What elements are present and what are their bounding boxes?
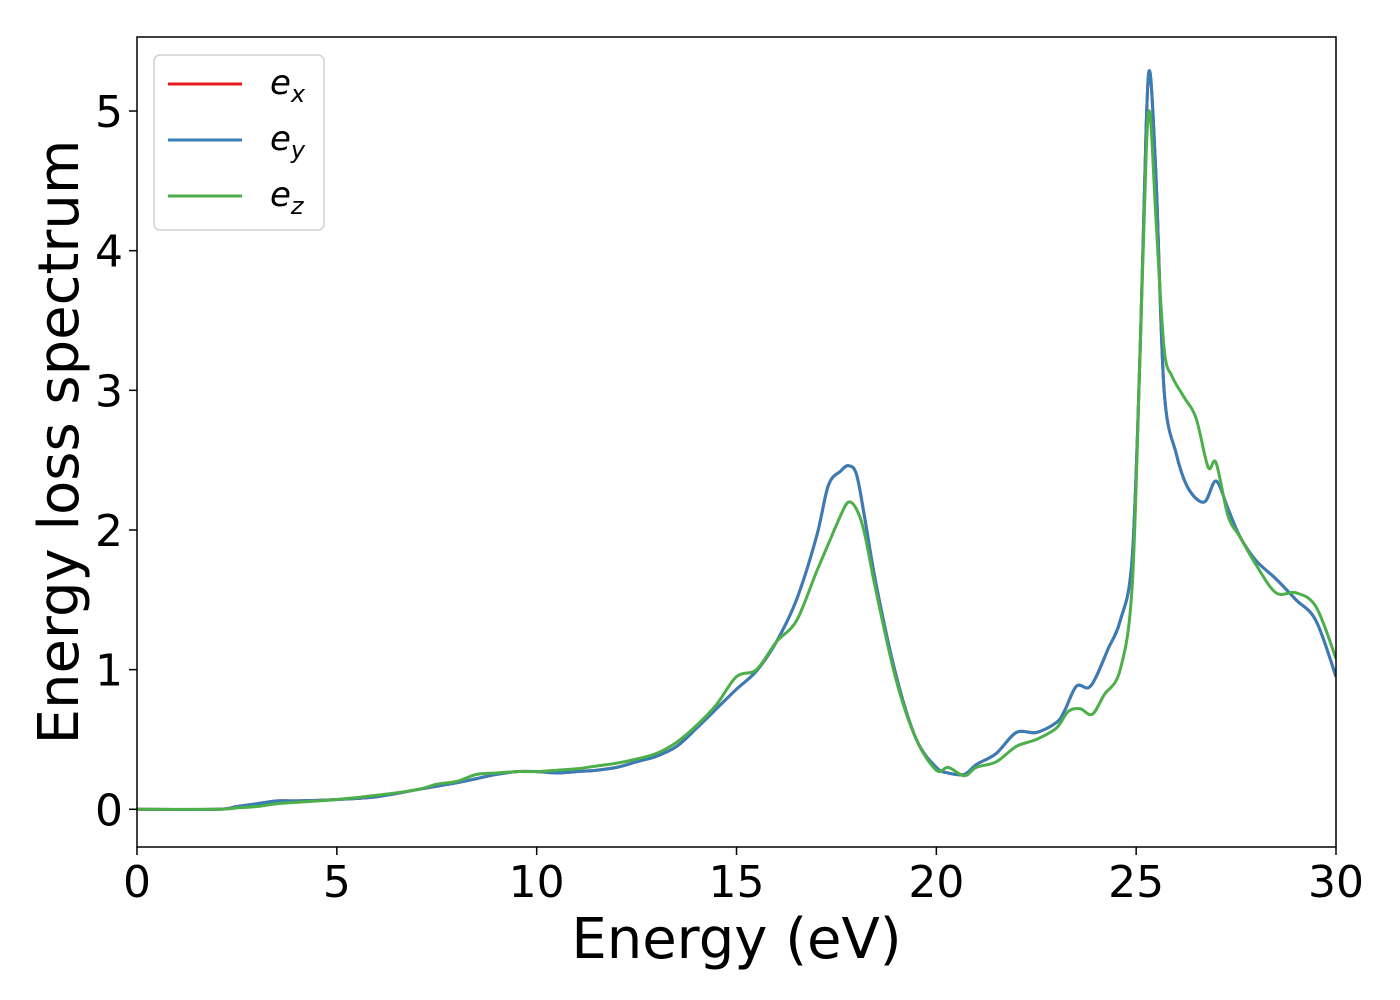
x-tick-label: 0 [123,857,151,908]
legend: ex ey ez [153,54,325,231]
x-tick-label: 30 [1308,857,1364,908]
y-tick-label: 4 [95,227,123,278]
x-tick-label: 10 [509,857,565,908]
x-tick-label: 5 [323,857,351,908]
y-tick-label: 0 [95,785,123,836]
legend-label-z: ez [270,175,305,220]
x-tick-label: 25 [1108,857,1164,908]
series-line-z [137,109,1336,811]
y-tick-label: 2 [95,506,123,557]
x-tick-label: 20 [908,857,964,908]
y-tick-label: 1 [95,646,123,697]
y-axis-label: Energy loss spectrum [27,140,92,745]
plot-lines [137,69,1336,812]
axis-ticks: 0 5 10 15 20 25 30 0 1 2 3 4 5 [95,87,1364,908]
legend-box [153,54,325,231]
y-tick-label: 5 [95,87,123,138]
legend-label-y: ey [270,119,306,164]
y-tick-label: 3 [95,366,123,417]
legend-label-x: ex [270,63,306,108]
x-axis-label: Energy (eV) [571,907,901,972]
x-tick-label: 15 [709,857,765,908]
